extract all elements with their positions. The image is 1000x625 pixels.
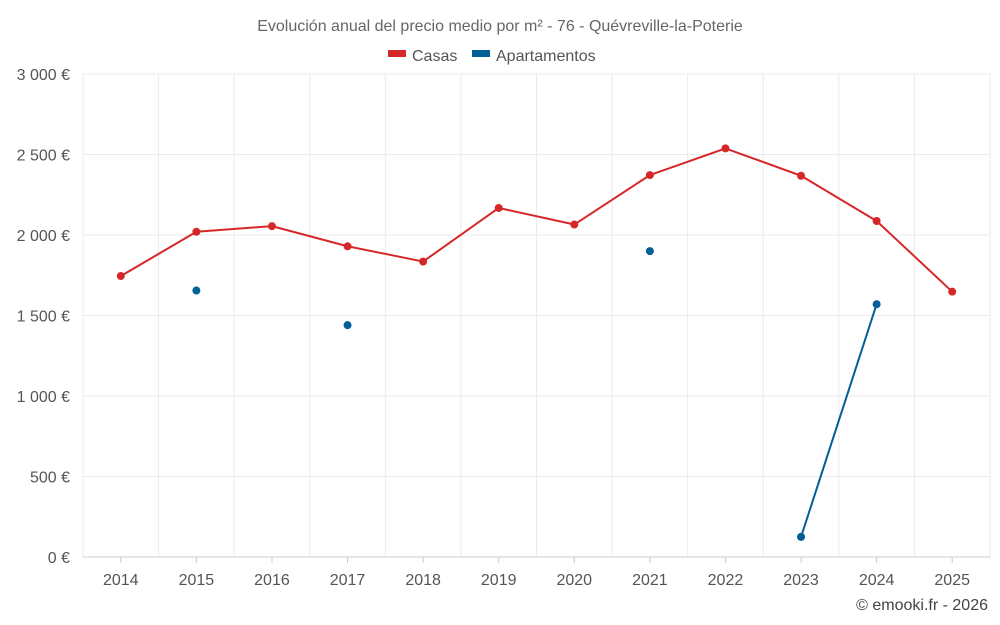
x-tick-label: 2016 xyxy=(254,572,290,589)
y-tick-label: 2 000 € xyxy=(17,228,70,245)
data-point-casas xyxy=(192,227,201,236)
data-point-casas xyxy=(872,216,881,225)
data-point-casas xyxy=(343,242,352,251)
x-tick-label: 2018 xyxy=(405,572,441,589)
series-line-casas xyxy=(346,245,425,263)
data-point-apartamentos xyxy=(872,300,881,309)
series-line-casas xyxy=(724,147,803,177)
y-tick-label: 1 000 € xyxy=(17,389,70,406)
data-point-casas xyxy=(494,203,503,212)
data-point-apartamentos xyxy=(192,286,201,295)
data-point-casas xyxy=(948,287,957,296)
legend-label-casas: Casas xyxy=(412,48,457,65)
series-line-casas xyxy=(573,174,651,226)
x-tick-label: 2015 xyxy=(179,572,215,589)
series-line-casas xyxy=(875,219,954,293)
data-point-apartamentos xyxy=(797,532,806,541)
credit-text: © emooki.fr - 2026 xyxy=(856,597,988,614)
series-line-casas xyxy=(800,174,878,222)
y-tick-label: 0 € xyxy=(48,550,70,567)
series-line-casas xyxy=(195,225,273,233)
series-line-apartamentos xyxy=(800,303,878,538)
legend-label-apartamentos: Apartamentos xyxy=(496,48,596,65)
data-point-casas xyxy=(645,171,654,180)
legend: Casas Apartamentos xyxy=(388,48,596,65)
data-point-casas xyxy=(797,171,806,180)
data-point-apartamentos xyxy=(343,321,352,330)
x-tick-label: 2022 xyxy=(708,572,744,589)
legend-item-casas[interactable]: Casas xyxy=(388,48,457,65)
series-line-casas xyxy=(648,147,727,177)
data-point-casas xyxy=(267,222,276,231)
y-tick-label: 500 € xyxy=(30,470,70,487)
x-tick-label: 2020 xyxy=(556,572,592,589)
x-tick-label: 2019 xyxy=(481,572,517,589)
x-tick-label: 2025 xyxy=(934,572,970,589)
data-point-casas xyxy=(419,257,428,266)
data-point-casas xyxy=(570,220,579,229)
x-tick-label: 2023 xyxy=(783,572,819,589)
legend-item-apartamentos[interactable]: Apartamentos xyxy=(472,48,596,65)
data-point-casas xyxy=(116,272,125,281)
y-tick-label: 1 500 € xyxy=(17,309,70,326)
data-point-apartamentos xyxy=(645,247,654,256)
y-tick-label: 2 500 € xyxy=(17,148,70,165)
y-tick-label: 3 000 € xyxy=(17,67,70,84)
series-layer xyxy=(116,144,957,541)
x-tick-label: 2014 xyxy=(103,572,139,589)
data-point-casas xyxy=(721,144,730,153)
series-line-casas xyxy=(119,230,198,278)
chart-title: Evolución anual del precio medio por m² … xyxy=(257,18,743,35)
series-line-casas xyxy=(422,206,500,263)
axis-layer: 0 € 500 € 1 000 € 1 500 € 2 000 € 2 500 € 3 00… xyxy=(17,67,990,589)
grid-layer xyxy=(82,73,991,557)
legend-swatch-apartamentos xyxy=(472,50,490,57)
x-tick-label: 2017 xyxy=(330,572,366,589)
x-tick-label: 2024 xyxy=(859,572,895,589)
x-tick-label: 2021 xyxy=(632,572,668,589)
legend-swatch-casas xyxy=(388,50,406,57)
series-line-casas xyxy=(497,206,576,226)
series-line-casas xyxy=(270,225,349,248)
